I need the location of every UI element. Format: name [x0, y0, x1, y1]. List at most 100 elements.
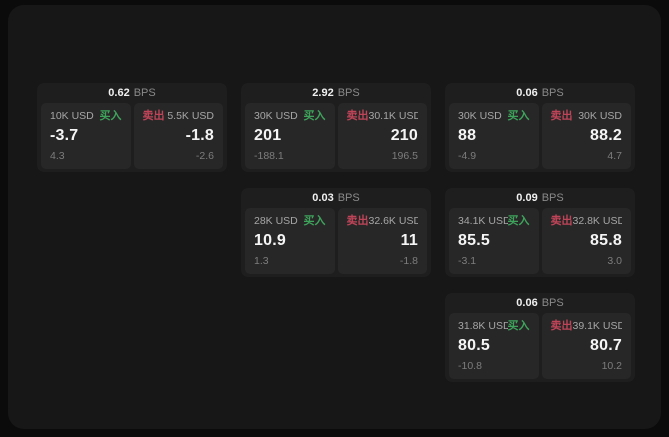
sell-size-label: 30.1K USD [368, 110, 419, 122]
bps-value: 0.03 [312, 192, 334, 204]
quote-card: 0.03 BPS 28K USD 买入 10.9 1.3 卖出 32.6K US… [241, 188, 431, 277]
quote-card: 0.62 BPS 10K USD 买入 -3.7 4.3 卖出 5.5K USD… [37, 83, 227, 172]
sell-pane-header: 卖出 32.8K USD [551, 215, 623, 228]
buy-price-value: 88 [458, 127, 477, 144]
quote-card: 0.09 BPS 34.1K USD 买入 85.5 -3.1 卖出 32.8K… [445, 188, 635, 277]
sell-price-value: -1.8 [185, 127, 214, 144]
buy-pane[interactable]: 34.1K USD 买入 85.5 -3.1 [449, 208, 539, 274]
buy-pane-header: 30K USD 买入 [254, 110, 326, 123]
sell-pane[interactable]: 卖出 30.1K USD 210 196.5 [337, 103, 427, 169]
sell-sub-value: 4.7 [607, 150, 622, 162]
bps-unit-label: BPS [337, 87, 360, 99]
sell-pane-header: 卖出 5.5K USD [143, 110, 215, 123]
buy-sub-value: 4.3 [50, 150, 65, 162]
sell-pane-header: 卖出 30K USD [551, 110, 623, 123]
buy-size-label: 30K USD [458, 110, 502, 122]
buy-pane[interactable]: 10K USD 买入 -3.7 4.3 [41, 103, 131, 169]
bps-unit-label: BPS [541, 297, 564, 309]
buy-pane-header: 31.8K USD 买入 [458, 320, 530, 333]
buy-action-label: 买入 [303, 110, 326, 122]
buy-action-label: 买入 [303, 215, 326, 227]
bps-header: 2.92 BPS [241, 83, 431, 103]
bps-value: 0.09 [516, 192, 538, 204]
buy-action-label: 买入 [99, 110, 122, 122]
sell-price-value: 210 [390, 127, 418, 144]
bps-unit-label: BPS [541, 87, 564, 99]
buy-size-label: 31.8K USD [458, 320, 508, 332]
quote-panes: 30K USD 买入 201 -188.1 卖出 30.1K USD 210 1… [241, 103, 431, 172]
sell-pane-header: 卖出 30.1K USD [347, 110, 419, 123]
buy-size-label: 34.1K USD [458, 215, 508, 227]
buy-sub-value: -10.8 [458, 360, 482, 372]
sell-price-value: 11 [400, 232, 418, 249]
buy-action-label: 买入 [507, 110, 530, 122]
buy-pane[interactable]: 30K USD 买入 201 -188.1 [245, 103, 335, 169]
buy-price-value: 80.5 [458, 337, 490, 354]
buy-price-value: 85.5 [458, 232, 490, 249]
quote-panes: 10K USD 买入 -3.7 4.3 卖出 5.5K USD -1.8 -2.… [37, 103, 227, 172]
buy-size-label: 28K USD [254, 215, 298, 227]
quote-panes: 28K USD 买入 10.9 1.3 卖出 32.6K USD 11 -1.8 [241, 208, 431, 277]
buy-pane[interactable]: 31.8K USD 买入 80.5 -10.8 [449, 313, 539, 379]
sell-size-label: 30K USD [578, 110, 622, 122]
buy-sub-value: -188.1 [254, 150, 284, 162]
bps-header: 0.06 BPS [445, 293, 635, 313]
quote-card: 0.06 BPS 31.8K USD 买入 80.5 -10.8 卖出 39.1… [445, 293, 635, 382]
buy-pane-header: 28K USD 买入 [254, 215, 326, 228]
bps-value: 0.06 [516, 297, 538, 309]
sell-pane[interactable]: 卖出 32.6K USD 11 -1.8 [337, 208, 427, 274]
bps-header: 0.03 BPS [241, 188, 431, 208]
buy-size-label: 30K USD [254, 110, 298, 122]
sell-pane[interactable]: 卖出 32.8K USD 85.8 3.0 [541, 208, 631, 274]
bps-value: 2.92 [312, 87, 334, 99]
buy-size-label: 10K USD [50, 110, 94, 122]
bps-header: 0.06 BPS [445, 83, 635, 103]
bps-unit-label: BPS [541, 192, 564, 204]
buy-action-label: 买入 [507, 320, 530, 332]
bps-header: 0.62 BPS [37, 83, 227, 103]
sell-size-label: 32.6K USD [368, 215, 419, 227]
buy-price-value: 10.9 [254, 232, 286, 249]
sell-sub-value: 10.2 [601, 360, 622, 372]
bps-unit-label: BPS [133, 87, 156, 99]
sell-pane[interactable]: 卖出 39.1K USD 80.7 10.2 [541, 313, 631, 379]
sell-pane-header: 卖出 39.1K USD [551, 320, 623, 333]
bps-unit-label: BPS [337, 192, 360, 204]
sell-price-value: 85.8 [590, 232, 622, 249]
buy-pane-header: 10K USD 买入 [50, 110, 122, 123]
sell-price-value: 88.2 [590, 127, 622, 144]
buy-price-value: 201 [254, 127, 282, 144]
buy-sub-value: -3.1 [458, 255, 477, 267]
sell-size-label: 5.5K USD [167, 110, 214, 122]
buy-sub-value: -4.9 [458, 150, 477, 162]
sell-sub-value: -2.6 [195, 150, 214, 162]
quote-panes: 31.8K USD 买入 80.5 -10.8 卖出 39.1K USD 80.… [445, 313, 635, 382]
buy-action-label: 买入 [507, 215, 530, 227]
quote-panes: 34.1K USD 买入 85.5 -3.1 卖出 32.8K USD 85.8… [445, 208, 635, 277]
buy-pane[interactable]: 28K USD 买入 10.9 1.3 [245, 208, 335, 274]
buy-pane-header: 30K USD 买入 [458, 110, 530, 123]
sell-sub-value: 196.5 [391, 150, 418, 162]
sell-action-label: 卖出 [346, 110, 369, 122]
sell-action-label: 卖出 [346, 215, 369, 227]
bps-value: 0.06 [516, 87, 538, 99]
quote-card: 2.92 BPS 30K USD 买入 201 -188.1 卖出 30.1K … [241, 83, 431, 172]
sell-action-label: 卖出 [142, 110, 165, 122]
sell-sub-value: 3.0 [607, 255, 622, 267]
sell-action-label: 卖出 [550, 110, 573, 122]
quote-card: 0.06 BPS 30K USD 买入 88 -4.9 卖出 30K USD 8… [445, 83, 635, 172]
sell-size-label: 32.8K USD [572, 215, 623, 227]
buy-pane[interactable]: 30K USD 买入 88 -4.9 [449, 103, 539, 169]
bps-header: 0.09 BPS [445, 188, 635, 208]
sell-pane[interactable]: 卖出 30K USD 88.2 4.7 [541, 103, 631, 169]
sell-price-value: 80.7 [590, 337, 622, 354]
sell-pane[interactable]: 卖出 5.5K USD -1.8 -2.6 [133, 103, 223, 169]
buy-sub-value: 1.3 [254, 255, 269, 267]
sell-action-label: 卖出 [550, 215, 573, 227]
sell-action-label: 卖出 [550, 320, 573, 332]
sell-size-label: 39.1K USD [572, 320, 623, 332]
sell-sub-value: -1.8 [399, 255, 418, 267]
bps-value: 0.62 [108, 87, 130, 99]
quote-panes: 30K USD 买入 88 -4.9 卖出 30K USD 88.2 4.7 [445, 103, 635, 172]
